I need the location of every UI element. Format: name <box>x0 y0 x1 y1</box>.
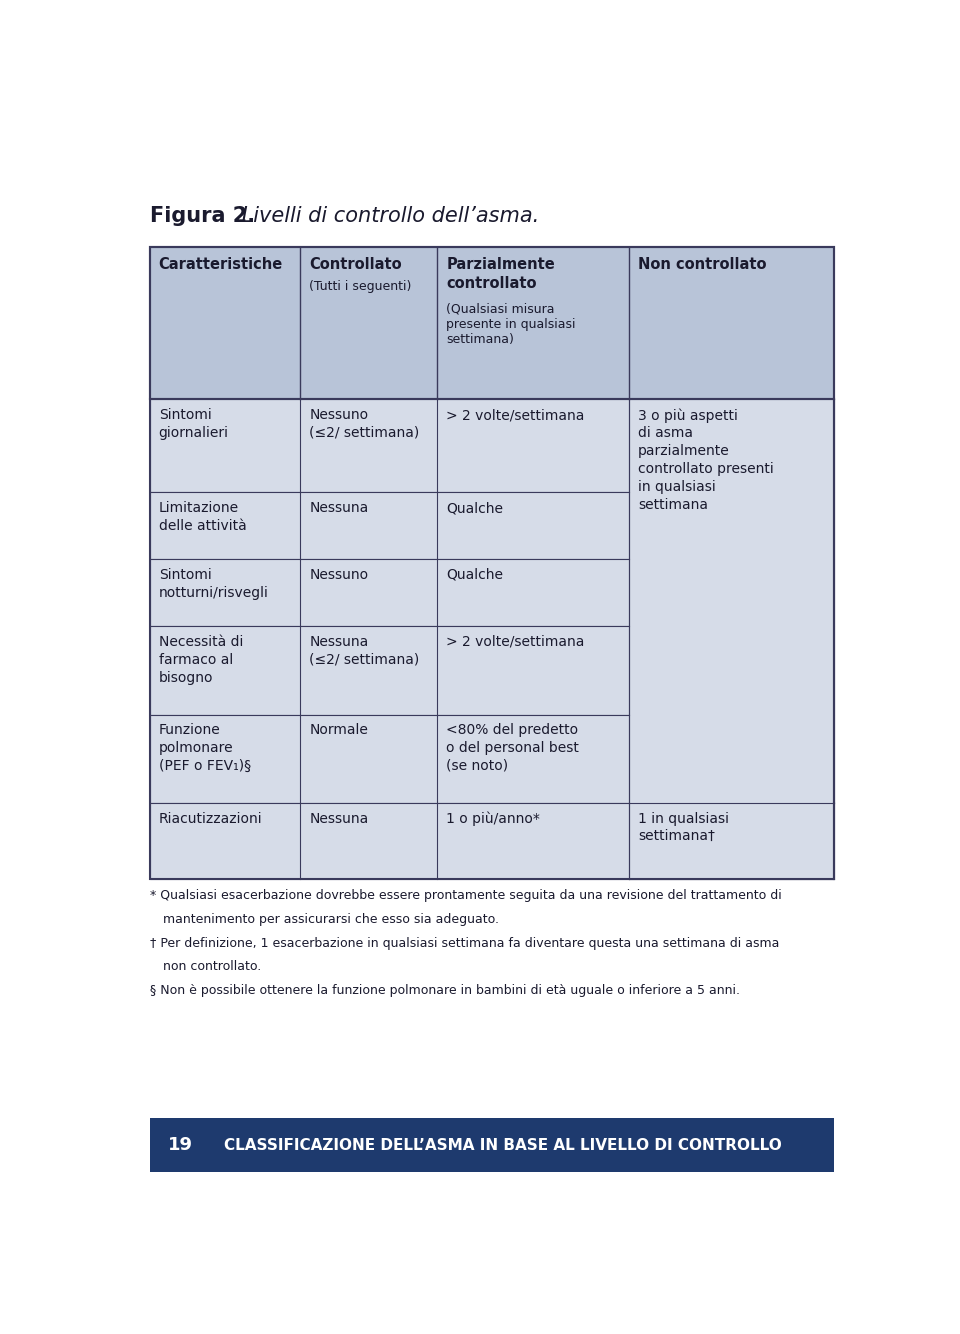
Text: non controllato.: non controllato. <box>163 960 261 974</box>
Text: Funzione
polmonare
(PEF o FEV₁)§: Funzione polmonare (PEF o FEV₁)§ <box>158 723 251 772</box>
Text: Nessuna: Nessuna <box>309 811 369 826</box>
Text: mantenimento per assicurarsi che esso sia adeguato.: mantenimento per assicurarsi che esso si… <box>163 912 499 926</box>
Text: (Tutti i seguenti): (Tutti i seguenti) <box>309 280 412 293</box>
Text: <80% del predetto
o del personal best
(se noto): <80% del predetto o del personal best (s… <box>446 723 579 772</box>
Text: > 2 volte/settimana: > 2 volte/settimana <box>446 635 585 648</box>
Text: Qualche: Qualche <box>446 568 503 582</box>
Bar <box>150 247 834 399</box>
Text: Figura 2.: Figura 2. <box>150 207 255 227</box>
Text: (Qualsiasi misura
presente in qualsiasi
settimana): (Qualsiasi misura presente in qualsiasi … <box>446 303 576 347</box>
Text: Sintomi
giornalieri: Sintomi giornalieri <box>158 408 228 440</box>
Text: Controllato: Controllato <box>309 257 402 272</box>
Text: Nessuno
(≤2/ settimana): Nessuno (≤2/ settimana) <box>309 408 420 440</box>
Text: † Per definizione, 1 esacerbazione in qualsiasi settimana fa diventare questa un: † Per definizione, 1 esacerbazione in qu… <box>150 936 780 950</box>
Text: § Non è possibile ottenere la funzione polmonare in bambini di età uguale o infe: § Non è possibile ottenere la funzione p… <box>150 984 740 996</box>
Text: Nessuno: Nessuno <box>309 568 369 582</box>
Text: Non controllato: Non controllato <box>637 257 766 272</box>
Text: Caratteristiche: Caratteristiche <box>158 257 283 272</box>
Text: 1 in qualsiasi
settimana†: 1 in qualsiasi settimana† <box>637 811 729 843</box>
Bar <box>150 247 834 879</box>
Text: Necessità di
farmaco al
bisogno: Necessità di farmaco al bisogno <box>158 635 243 684</box>
Text: * Qualsiasi esacerbazione dovrebbe essere prontamente seguita da una revisione d: * Qualsiasi esacerbazione dovrebbe esser… <box>150 890 781 902</box>
Text: Limitazione
delle attività: Limitazione delle attività <box>158 502 247 532</box>
Text: Nessuna: Nessuna <box>309 502 369 515</box>
Text: 3 o più aspetti
di asma
parzialmente
controllato presenti
in qualsiasi
settimana: 3 o più aspetti di asma parzialmente con… <box>637 408 774 512</box>
Text: Qualche: Qualche <box>446 502 503 515</box>
Bar <box>150 399 834 492</box>
Bar <box>150 492 834 559</box>
Bar <box>629 399 834 803</box>
Text: 1 o più/anno*: 1 o più/anno* <box>446 811 540 826</box>
Text: Livelli di controllo dell’asma.: Livelli di controllo dell’asma. <box>235 207 540 227</box>
Bar <box>150 626 834 715</box>
Bar <box>150 715 834 803</box>
Text: 19: 19 <box>168 1137 193 1154</box>
Text: Riacutizzazioni: Riacutizzazioni <box>158 811 262 826</box>
Text: Nessuna
(≤2/ settimana): Nessuna (≤2/ settimana) <box>309 635 420 667</box>
Bar <box>150 559 834 626</box>
Bar <box>150 803 834 879</box>
Bar <box>150 1118 834 1171</box>
Text: Sintomi
notturni/risvegli: Sintomi notturni/risvegli <box>158 568 269 600</box>
Text: CLASSIFICAZIONE DELL’ASMA IN BASE AL LIVELLO DI CONTROLLO: CLASSIFICAZIONE DELL’ASMA IN BASE AL LIV… <box>225 1138 781 1153</box>
Bar <box>629 803 834 879</box>
Text: Parzialmente
controllato: Parzialmente controllato <box>446 257 555 291</box>
Text: Normale: Normale <box>309 723 368 738</box>
Text: > 2 volte/settimana: > 2 volte/settimana <box>446 408 585 422</box>
